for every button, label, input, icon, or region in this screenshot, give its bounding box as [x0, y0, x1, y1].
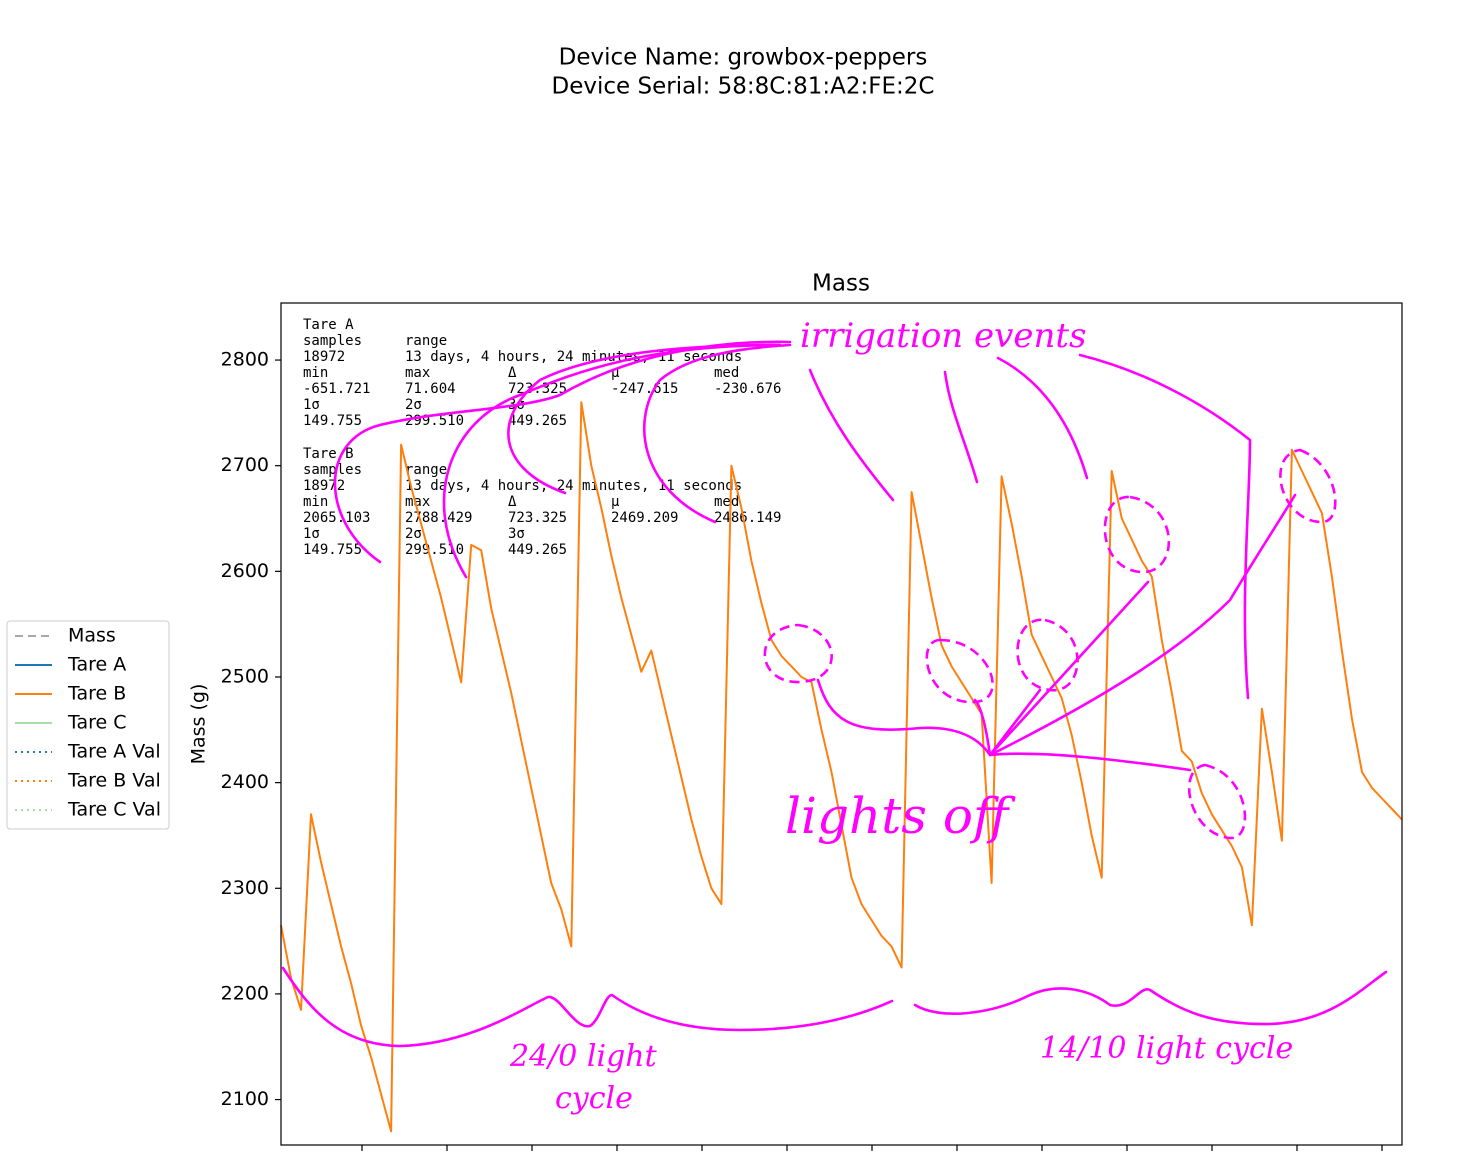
- y-axis-label: Mass (g): [188, 684, 210, 765]
- stats-cell: min: [303, 494, 328, 510]
- stats-cell: 18972: [303, 349, 345, 365]
- stats-cell: 2469.209: [611, 510, 678, 526]
- axes-title: Mass: [812, 271, 870, 297]
- ink-stroke: [808, 368, 895, 502]
- ink-stroke: [442, 343, 782, 579]
- axes-frame: [280, 302, 1403, 1146]
- ink-stroke: [642, 343, 792, 524]
- stats-cell: -247.615: [611, 381, 678, 397]
- stats-cell: 149.755: [303, 542, 362, 558]
- legend-label: Mass: [68, 625, 116, 647]
- y-tick-label: 2200: [221, 982, 269, 1004]
- stats-cell: 1σ: [303, 397, 320, 413]
- y-tick-label: 2100: [221, 1088, 269, 1110]
- ink-circle: [1279, 448, 1337, 524]
- legend-label: Tare B Val: [67, 770, 161, 792]
- stats-cell: -651.721: [303, 381, 370, 397]
- stats-cell: 723.325: [508, 510, 567, 526]
- stats-cell: 2486.149: [714, 510, 781, 526]
- legend-label: Tare C Val: [67, 799, 161, 821]
- stats-cell: 2σ: [405, 397, 422, 413]
- stats-cell: -230.676: [714, 381, 781, 397]
- ink-stroke: [996, 356, 1089, 480]
- handwritten-annotations: irrigation events lights off 24/0 light cyc…: [281, 316, 1388, 1116]
- stats-cell: 449.265: [508, 542, 567, 558]
- stats-cell: samples: [303, 462, 362, 478]
- stats-cell: 449.265: [508, 413, 567, 429]
- legend: Mass Tare A Tare B Tare C Tare A Val Tare B V…: [6, 620, 170, 830]
- annotation: irrigation events: [800, 316, 1086, 356]
- stats-cell: μ: [611, 494, 620, 510]
- y-tick-label: 2600: [221, 560, 269, 582]
- stats-cell: 71.604: [405, 381, 456, 397]
- stats-cell: 2σ: [405, 526, 422, 542]
- stats-cell: med: [714, 365, 739, 381]
- series-line: [280, 401, 1403, 1133]
- legend-label: Tare A: [67, 654, 126, 676]
- suptitle: Device Name: growbox-peppers: [559, 45, 928, 71]
- ink-circle: [1103, 495, 1171, 574]
- y-tick-label: 2700: [221, 454, 269, 476]
- ink-stroke: [1078, 353, 1252, 700]
- legend-label: Tare B: [67, 683, 126, 705]
- stats-cell: Δ: [508, 365, 517, 381]
- ink-circle: [763, 623, 833, 684]
- stats-cell: 2065.103: [303, 510, 370, 526]
- stats-cell: 2788.429: [405, 510, 472, 526]
- stats-title: Tare A: [303, 317, 354, 333]
- stats-cell: med: [714, 494, 739, 510]
- stats-cell: 299.510: [405, 542, 464, 558]
- stats-cell: 149.755: [303, 413, 362, 429]
- stats-cell: range: [405, 462, 447, 478]
- ink-circle: [1187, 763, 1247, 840]
- y-tick-label: 2400: [221, 771, 269, 793]
- stats-cell: max: [405, 365, 430, 381]
- ink-stroke: [507, 343, 782, 495]
- annotation: cycle: [555, 1081, 633, 1116]
- stats-cell: Δ: [508, 494, 517, 510]
- stats-cell: samples: [303, 333, 362, 349]
- stats-cell: 1σ: [303, 526, 320, 542]
- suptitle: Device Serial: 58:8C:81:A2:FE:2C: [552, 74, 935, 100]
- stats-cell: 18972: [303, 478, 345, 494]
- ink-stroke: [943, 370, 979, 484]
- stats-cell: max: [405, 494, 430, 510]
- ink-stroke: [281, 966, 894, 1048]
- stats-cell: μ: [611, 365, 620, 381]
- y-tick-label: 2800: [221, 349, 269, 371]
- y-tick-label: 2300: [221, 877, 269, 899]
- ink-stroke: [816, 493, 1297, 772]
- stats-cell: 13 days, 4 hours, 24 minutes, 11 seconds: [405, 478, 742, 494]
- legend-label: Tare C: [67, 712, 127, 734]
- legend-label: Tare A Val: [67, 741, 161, 763]
- stats-cell: range: [405, 333, 447, 349]
- stats-cell: 3σ: [508, 526, 525, 542]
- annotation: 24/0 light: [509, 1039, 658, 1074]
- ink-stroke: [913, 970, 1388, 1026]
- y-tick-label: 2500: [221, 665, 269, 687]
- annotation: 14/10 light cycle: [1040, 1031, 1293, 1066]
- annotation: lights off: [785, 787, 1016, 845]
- stats-cell: min: [303, 365, 328, 381]
- legend-box: [6, 620, 170, 830]
